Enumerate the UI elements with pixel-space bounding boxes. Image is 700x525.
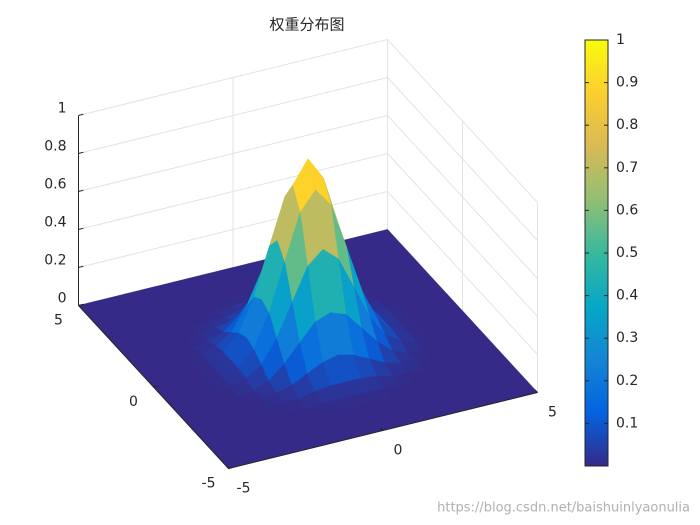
- y-tick: [228, 466, 234, 469]
- colorbar-tick-label: 0.9: [616, 75, 638, 91]
- colorbar-tick-label: 1: [616, 32, 625, 48]
- x-tick-label: 0: [394, 443, 403, 459]
- colorbar-tick-label: 0.7: [616, 160, 638, 176]
- z-tick: [78, 227, 84, 230]
- x-tick-label: -5: [237, 481, 251, 497]
- colorbar-tick-label: 0.5: [616, 245, 638, 261]
- chart-title: 权重分布图: [269, 16, 344, 34]
- z-tick-label: 0.2: [44, 253, 66, 269]
- z-tick-label: 1: [58, 101, 67, 117]
- z-tick: [78, 151, 84, 154]
- colorbar-tick-label: 0.3: [616, 330, 638, 346]
- y-tick: [78, 303, 84, 306]
- watermark: https://blog.csdn.net/baishuinlyaonulia: [437, 501, 690, 516]
- colorbar-tick-label: 0.1: [616, 415, 638, 431]
- x-tick-label: 5: [548, 405, 557, 421]
- colorbar-tick-label: 0.8: [616, 117, 638, 133]
- z-tick: [78, 189, 84, 192]
- z-tick-label: 0.4: [44, 215, 66, 231]
- z-tick-label: 0: [58, 291, 67, 307]
- x-tick: [380, 427, 384, 431]
- y-tick-label: 0: [129, 394, 138, 410]
- y-tick-label: 5: [54, 313, 63, 329]
- colorbar-tick-label: 0.2: [616, 373, 638, 389]
- x-tick: [225, 465, 229, 469]
- z-tick: [78, 113, 84, 116]
- z-tick-label: 0.8: [44, 139, 66, 155]
- y-tick-label: -5: [202, 476, 216, 492]
- y-tick: [153, 385, 159, 388]
- z-tick: [78, 265, 84, 268]
- z-tick-label: 0.6: [44, 177, 66, 193]
- colorbar-tick-label: 0.4: [616, 288, 638, 304]
- x-tick: [534, 389, 538, 393]
- colorbar-tick-label: 0.6: [616, 202, 638, 218]
